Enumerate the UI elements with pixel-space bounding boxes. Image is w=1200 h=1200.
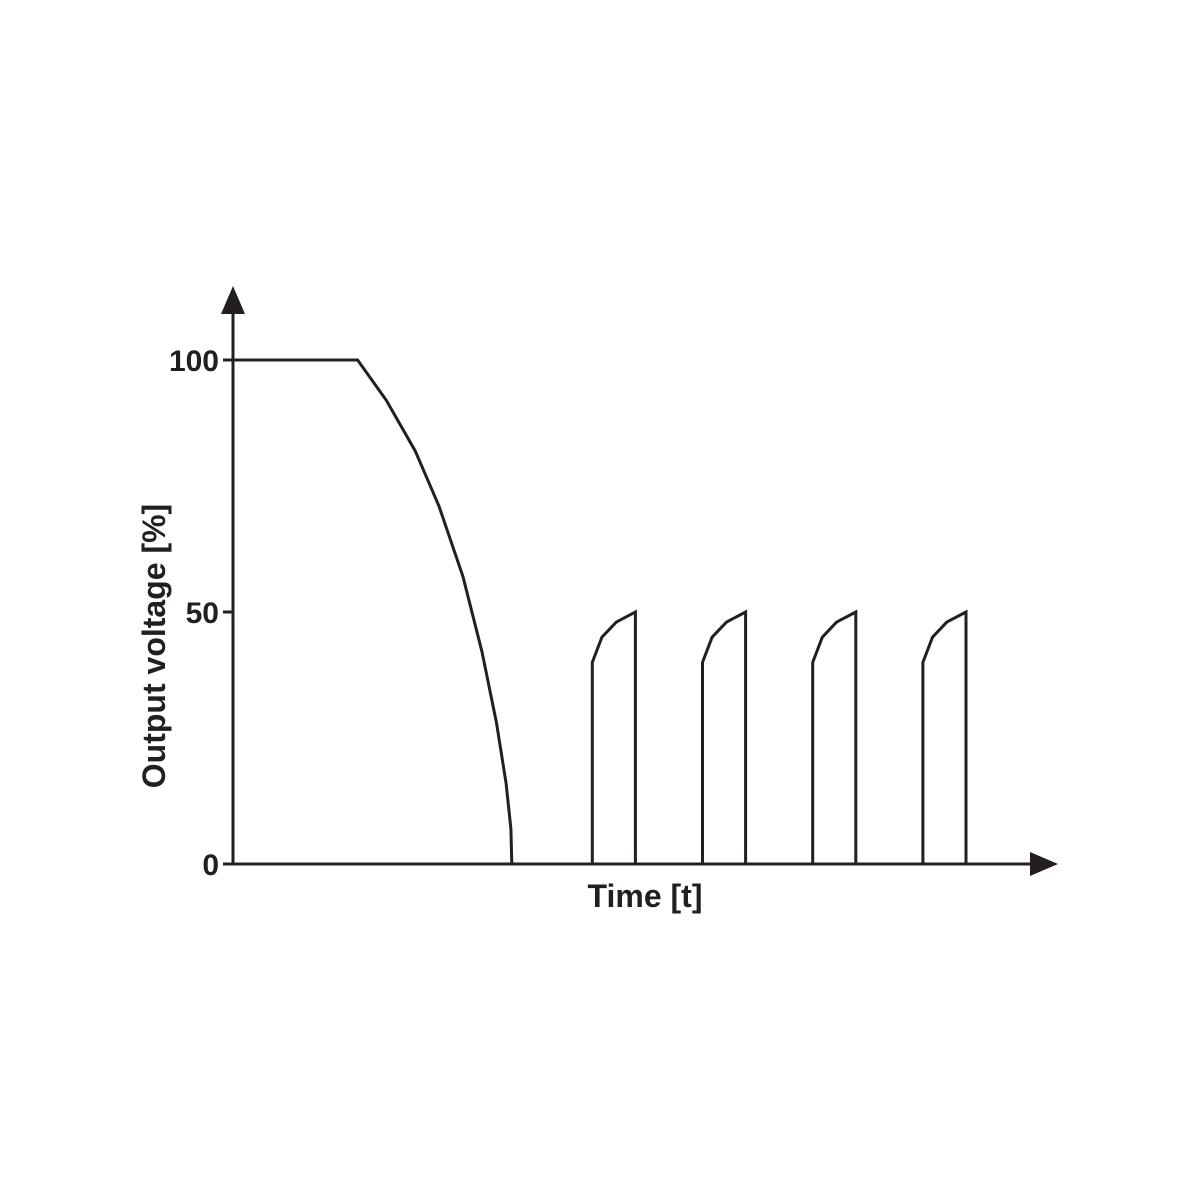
y-axis-title: Output voltage [%]	[136, 504, 172, 788]
y-ticks: 0 50 100	[169, 345, 233, 882]
x-axis-title: Time [t]	[588, 878, 703, 914]
y-tick-label: 0	[202, 849, 219, 882]
series-line-0	[233, 358, 1000, 866]
plot-area	[233, 358, 1000, 866]
y-tick-label: 50	[186, 597, 219, 630]
y-axis-arrow	[221, 286, 245, 314]
x-axis-arrow	[1030, 852, 1058, 876]
axes	[221, 286, 1058, 876]
y-tick-label: 100	[169, 345, 219, 378]
